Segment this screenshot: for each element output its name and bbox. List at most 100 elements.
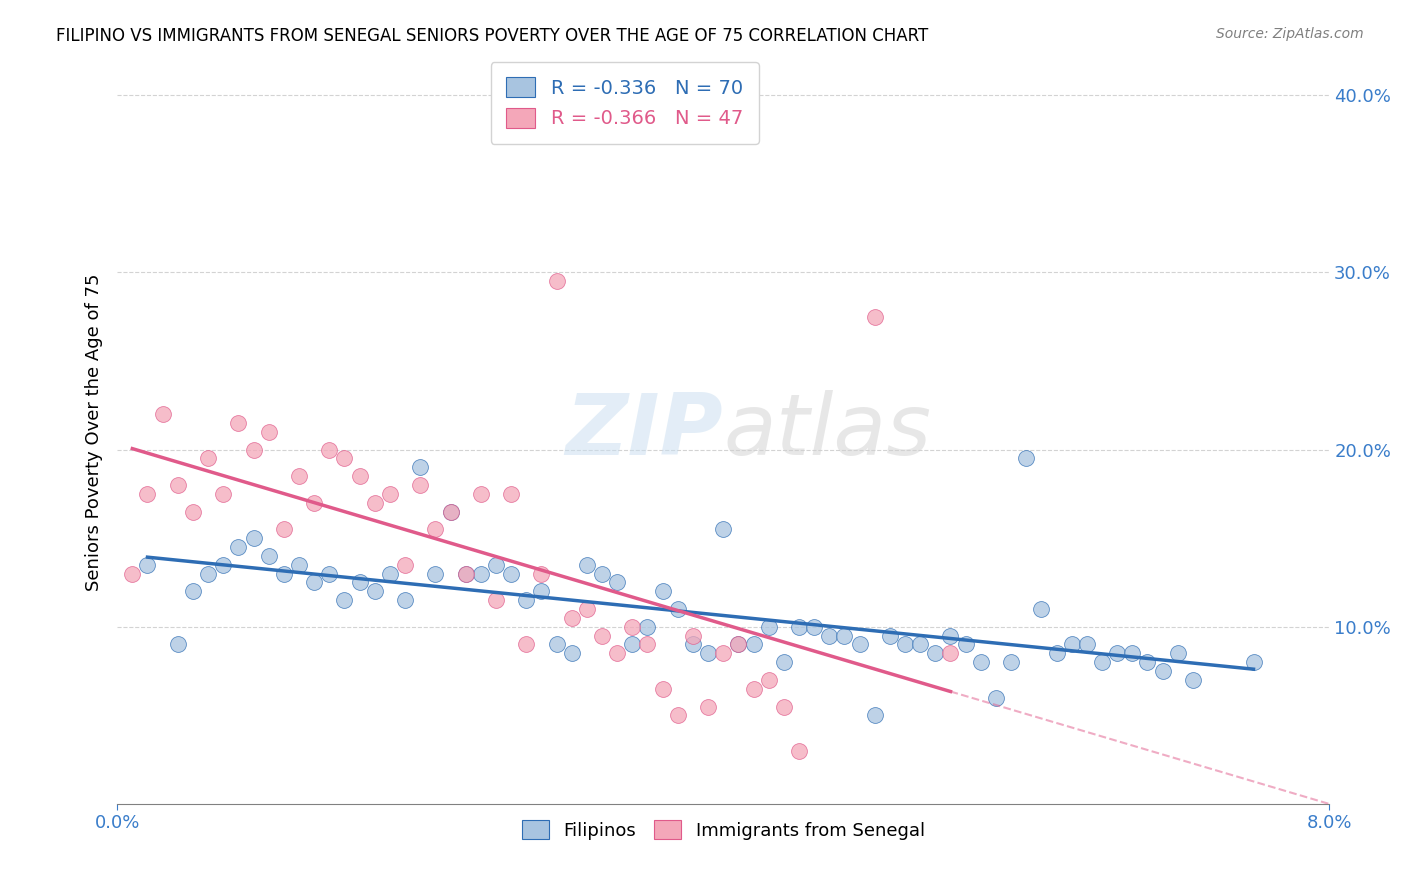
Point bbox=[409, 478, 432, 492]
Point bbox=[364, 584, 387, 599]
Point bbox=[302, 575, 325, 590]
Point bbox=[591, 566, 613, 581]
Point bbox=[939, 646, 962, 660]
Point bbox=[637, 638, 659, 652]
Point bbox=[425, 566, 447, 581]
Point bbox=[546, 638, 568, 652]
Point bbox=[394, 558, 416, 572]
Point bbox=[575, 602, 598, 616]
Point bbox=[758, 620, 780, 634]
Point bbox=[651, 584, 673, 599]
Point bbox=[273, 522, 295, 536]
Point bbox=[136, 558, 159, 572]
Point bbox=[1243, 655, 1265, 669]
Point bbox=[501, 566, 523, 581]
Point bbox=[711, 646, 734, 660]
Point bbox=[742, 681, 765, 696]
Point bbox=[242, 442, 264, 457]
Point bbox=[1015, 451, 1038, 466]
Point bbox=[318, 566, 340, 581]
Point bbox=[879, 629, 901, 643]
Point bbox=[333, 451, 356, 466]
Point bbox=[364, 496, 387, 510]
Point bbox=[181, 504, 204, 518]
Point bbox=[727, 638, 749, 652]
Point bbox=[1076, 638, 1098, 652]
Point bbox=[166, 478, 188, 492]
Point bbox=[181, 584, 204, 599]
Point bbox=[727, 638, 749, 652]
Point bbox=[288, 469, 311, 483]
Point bbox=[787, 620, 810, 634]
Point bbox=[394, 593, 416, 607]
Point bbox=[454, 566, 477, 581]
Point bbox=[1152, 664, 1174, 678]
Point bbox=[349, 575, 371, 590]
Point bbox=[530, 566, 553, 581]
Point bbox=[1181, 673, 1204, 687]
Point bbox=[136, 487, 159, 501]
Point bbox=[454, 566, 477, 581]
Point bbox=[666, 708, 689, 723]
Point bbox=[939, 629, 962, 643]
Point bbox=[621, 620, 644, 634]
Point bbox=[515, 593, 537, 607]
Point bbox=[575, 558, 598, 572]
Point bbox=[1167, 646, 1189, 660]
Point bbox=[378, 566, 401, 581]
Point bbox=[470, 487, 492, 501]
Legend: R = -0.336   N = 70, R = -0.366   N = 47: R = -0.336 N = 70, R = -0.366 N = 47 bbox=[491, 62, 759, 144]
Point bbox=[1107, 646, 1129, 660]
Point bbox=[787, 744, 810, 758]
Point bbox=[682, 638, 704, 652]
Point bbox=[894, 638, 917, 652]
Point bbox=[228, 416, 250, 430]
Point bbox=[318, 442, 340, 457]
Point bbox=[197, 451, 219, 466]
Point bbox=[288, 558, 311, 572]
Point bbox=[515, 638, 537, 652]
Point bbox=[302, 496, 325, 510]
Point bbox=[197, 566, 219, 581]
Point bbox=[1031, 602, 1053, 616]
Point bbox=[485, 593, 508, 607]
Point bbox=[606, 646, 628, 660]
Point bbox=[349, 469, 371, 483]
Point bbox=[242, 531, 264, 545]
Point bbox=[758, 673, 780, 687]
Point bbox=[666, 602, 689, 616]
Point bbox=[121, 566, 143, 581]
Point bbox=[621, 638, 644, 652]
Point bbox=[772, 655, 794, 669]
Point bbox=[834, 629, 856, 643]
Point bbox=[863, 310, 886, 324]
Point bbox=[257, 425, 280, 439]
Text: ZIP: ZIP bbox=[565, 391, 723, 474]
Point bbox=[273, 566, 295, 581]
Point bbox=[848, 638, 870, 652]
Point bbox=[152, 407, 174, 421]
Point bbox=[984, 690, 1007, 705]
Point bbox=[970, 655, 993, 669]
Point bbox=[561, 646, 583, 660]
Point bbox=[682, 629, 704, 643]
Y-axis label: Seniors Poverty Over the Age of 75: Seniors Poverty Over the Age of 75 bbox=[86, 273, 103, 591]
Text: Source: ZipAtlas.com: Source: ZipAtlas.com bbox=[1216, 27, 1364, 41]
Point bbox=[228, 540, 250, 554]
Point bbox=[439, 504, 461, 518]
Point bbox=[425, 522, 447, 536]
Point bbox=[409, 460, 432, 475]
Point bbox=[591, 629, 613, 643]
Text: FILIPINO VS IMMIGRANTS FROM SENEGAL SENIORS POVERTY OVER THE AGE OF 75 CORRELATI: FILIPINO VS IMMIGRANTS FROM SENEGAL SENI… bbox=[56, 27, 928, 45]
Point bbox=[378, 487, 401, 501]
Point bbox=[1091, 655, 1114, 669]
Point bbox=[711, 522, 734, 536]
Point bbox=[651, 681, 673, 696]
Point bbox=[742, 638, 765, 652]
Point bbox=[606, 575, 628, 590]
Point bbox=[530, 584, 553, 599]
Point bbox=[1121, 646, 1143, 660]
Point bbox=[924, 646, 946, 660]
Point bbox=[637, 620, 659, 634]
Point bbox=[333, 593, 356, 607]
